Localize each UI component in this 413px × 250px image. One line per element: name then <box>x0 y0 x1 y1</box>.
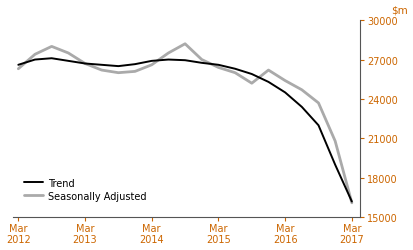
Trend <box>83 63 88 66</box>
Seasonally Adjusted <box>16 68 21 71</box>
Trend <box>349 200 354 203</box>
Trend <box>99 64 104 67</box>
Trend <box>199 62 204 65</box>
Trend <box>233 68 237 71</box>
Seasonally Adjusted <box>66 52 71 55</box>
Trend <box>216 64 221 67</box>
Seasonally Adjusted <box>282 80 287 83</box>
Seasonally Adjusted <box>99 69 104 72</box>
Trend <box>149 60 154 63</box>
Trend <box>266 81 271 84</box>
Seasonally Adjusted <box>249 82 254 85</box>
Seasonally Adjusted <box>349 202 354 204</box>
Trend <box>183 60 188 62</box>
Trend <box>49 58 54 60</box>
Trend <box>33 59 38 62</box>
Trend <box>66 60 71 63</box>
Seasonally Adjusted <box>333 140 338 143</box>
Seasonally Adjusted <box>316 102 321 105</box>
Trend <box>333 164 338 166</box>
Trend <box>16 64 21 67</box>
Trend <box>166 59 171 62</box>
Trend <box>282 92 287 94</box>
Seasonally Adjusted <box>149 64 154 67</box>
Text: $m: $m <box>391 6 408 16</box>
Trend <box>249 73 254 76</box>
Trend <box>316 124 321 127</box>
Seasonally Adjusted <box>216 67 221 70</box>
Seasonally Adjusted <box>299 89 304 92</box>
Seasonally Adjusted <box>183 43 188 46</box>
Seasonally Adjusted <box>33 54 38 56</box>
Seasonally Adjusted <box>49 46 54 49</box>
Seasonally Adjusted <box>83 63 88 66</box>
Seasonally Adjusted <box>133 70 138 74</box>
Legend: Trend, Seasonally Adjusted: Trend, Seasonally Adjusted <box>21 176 148 203</box>
Seasonally Adjusted <box>266 69 271 72</box>
Seasonally Adjusted <box>233 72 237 75</box>
Seasonally Adjusted <box>166 52 171 55</box>
Seasonally Adjusted <box>116 72 121 75</box>
Line: Trend: Trend <box>18 59 352 202</box>
Seasonally Adjusted <box>199 59 204 62</box>
Line: Seasonally Adjusted: Seasonally Adjusted <box>18 44 352 203</box>
Trend <box>299 106 304 109</box>
Trend <box>133 64 138 66</box>
Trend <box>116 65 121 68</box>
